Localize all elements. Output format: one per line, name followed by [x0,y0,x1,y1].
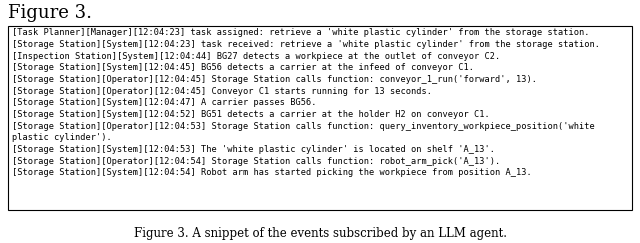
Text: Figure 3.: Figure 3. [8,4,92,22]
Text: [Task Planner][Manager][12:04:23] task assigned: retrieve a 'white plastic cylin: [Task Planner][Manager][12:04:23] task a… [12,28,600,177]
FancyBboxPatch shape [8,26,632,210]
Text: Figure 3. A snippet of the events subscribed by an LLM agent.: Figure 3. A snippet of the events subscr… [134,227,506,240]
